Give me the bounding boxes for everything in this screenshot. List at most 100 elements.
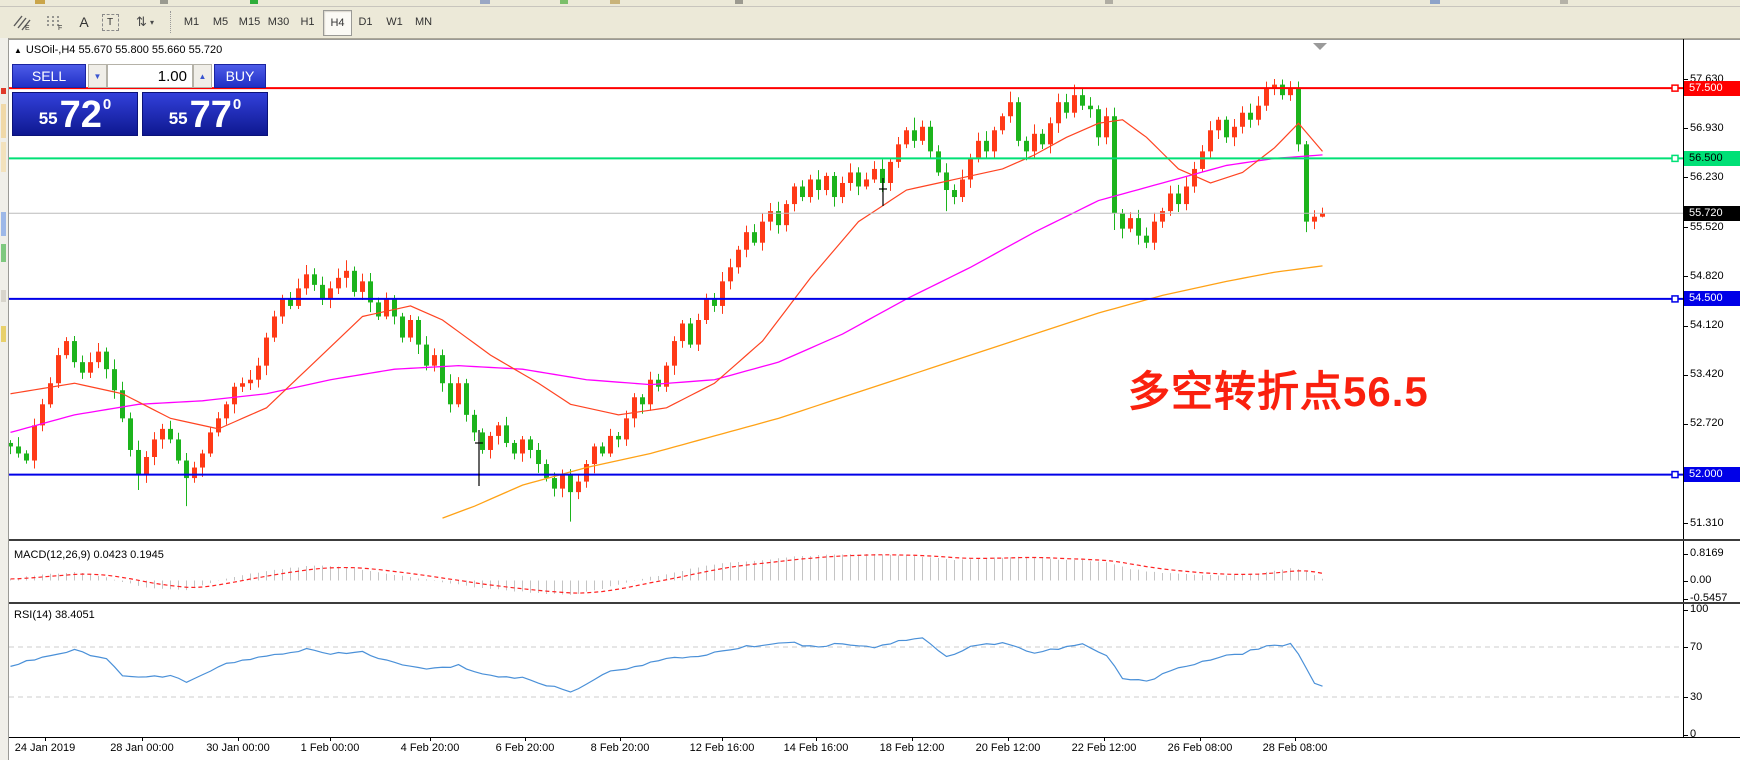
price-tick-label: 54.120: [1690, 319, 1724, 332]
price-tick-label: 51.310: [1690, 516, 1724, 529]
price-tick-mark: [1684, 227, 1688, 229]
timeframe-button-h4[interactable]: H4: [323, 10, 352, 36]
time-axis: [9, 737, 1740, 760]
rsi-tick-mark: [1684, 647, 1688, 648]
svg-text:E: E: [25, 25, 30, 31]
timeframe-button-m30[interactable]: M30: [267, 16, 290, 28]
price-axis-separator: [1683, 39, 1684, 737]
time-tick-mark: [142, 737, 143, 741]
timeframe-button-d1[interactable]: D1: [358, 16, 373, 28]
expert-hatch-icon[interactable]: E: [10, 10, 34, 34]
chart-text-annotation[interactable]: 多空转折点56.5: [1128, 368, 1429, 415]
letter-a-icon[interactable]: A: [79, 14, 89, 30]
rsi-tick-label: 30: [1690, 690, 1703, 703]
text-frame-icon[interactable]: T: [98, 10, 122, 34]
price-tick-mark: [1684, 374, 1688, 376]
price-tick-label: 54.820: [1690, 269, 1724, 282]
rsi-tick-mark: [1684, 697, 1688, 698]
sell-price-sup: 0: [102, 96, 112, 113]
time-axis-label: 28 Jan 00:00: [110, 742, 174, 754]
price-tick-mark: [1684, 276, 1688, 278]
clipped-main-toolbar: [0, 0, 1740, 7]
time-axis-label: 18 Feb 12:00: [879, 742, 945, 754]
price-tick-mark: [1684, 79, 1688, 80]
price-tick-mark: [1684, 325, 1688, 327]
macd-indicator-label: MACD(12,26,9) 0.0423 0.1945: [14, 549, 164, 561]
time-axis-label: 8 Feb 20:00: [590, 742, 650, 754]
timeframe-button-h1[interactable]: H1: [300, 16, 315, 28]
buy-price-prefix: 55: [168, 109, 188, 128]
time-tick-mark: [1295, 737, 1296, 741]
time-axis-label: 26 Feb 08:00: [1167, 742, 1233, 754]
toolbar-separator: [170, 11, 174, 33]
symbol-ohlc-text: USOil-,H4 55.670 55.800 55.660 55.720: [25, 44, 223, 56]
macd-tick-mark: [1684, 553, 1688, 555]
sell-button[interactable]: SELL: [12, 64, 86, 88]
buy-price-big: 77: [189, 94, 232, 136]
chart-window[interactable]: [9, 39, 1740, 738]
sell-price-prefix: 55: [38, 109, 58, 128]
price-tick-label: 56.230: [1690, 170, 1724, 183]
time-axis-label: 6 Feb 20:00: [495, 742, 555, 754]
timeframe-button-w1[interactable]: W1: [386, 16, 403, 28]
time-tick-mark: [45, 737, 46, 741]
time-tick-mark: [525, 737, 526, 741]
macd-tick-label: 0.8169: [1690, 547, 1724, 560]
buy-price-button[interactable]: 55 77 0: [142, 92, 268, 136]
time-axis-label: 14 Feb 16:00: [783, 742, 849, 754]
time-tick-mark: [722, 737, 723, 741]
price-tick-label: 52.720: [1690, 417, 1724, 430]
symbol-arrow-icon: ▲: [14, 46, 22, 55]
grid-f-icon[interactable]: F: [42, 10, 66, 34]
time-axis-label: 20 Feb 12:00: [975, 742, 1041, 754]
macd-tick-mark: [1684, 598, 1688, 600]
macd-tick-label: -0.5457: [1690, 592, 1728, 604]
rsi-tick-mark: [1684, 734, 1688, 736]
timeframe-button-m1[interactable]: M1: [183, 16, 200, 28]
timeframe-button-mn[interactable]: MN: [414, 16, 433, 28]
price-tick-label: 53.420: [1690, 368, 1724, 381]
price-tick-label: 55.520: [1690, 220, 1724, 233]
volume-input[interactable]: [107, 64, 193, 88]
time-axis-label: 4 Feb 20:00: [400, 742, 460, 754]
time-tick-mark: [1008, 737, 1009, 741]
price-tick-mark: [1684, 128, 1688, 130]
time-axis-label: 22 Feb 12:00: [1071, 742, 1137, 754]
macd-tick-label: 0.00: [1690, 574, 1712, 586]
time-axis-label: 1 Feb 00:00: [300, 742, 360, 754]
macd-tick-mark: [1684, 580, 1688, 582]
time-tick-mark: [620, 737, 621, 741]
sell-price-big: 72: [59, 94, 102, 136]
time-axis-label: 24 Jan 2019: [14, 742, 76, 754]
price-level-badge: 54.500: [1684, 291, 1740, 307]
sell-price-button[interactable]: 55 72 0: [12, 92, 138, 136]
symbol-ohlc-line: ▲ USOil-,H4 55.670 55.800 55.660 55.720: [14, 44, 222, 56]
docked-panel-edge: [0, 38, 9, 760]
time-tick-mark: [1104, 737, 1105, 741]
price-level-badge: 55.720: [1684, 205, 1740, 221]
rsi-tick-label: 70: [1690, 640, 1703, 653]
price-level-badge: 56.500: [1684, 150, 1740, 166]
rsi-indicator-label: RSI(14) 38.4051: [14, 609, 95, 621]
rsi-tick-label: 100: [1690, 603, 1709, 615]
volume-increase-button[interactable]: ▲: [193, 64, 212, 88]
price-tick-mark: [1684, 177, 1688, 179]
rsi-tick-label: 0: [1690, 728, 1697, 740]
timeframe-button-m15[interactable]: M15: [238, 16, 261, 28]
time-tick-mark: [430, 737, 431, 741]
time-tick-mark: [238, 737, 239, 741]
buy-price-sup: 0: [232, 96, 242, 113]
volume-decrease-button[interactable]: ▼: [88, 64, 107, 88]
buy-button[interactable]: BUY: [214, 64, 266, 88]
macd-pane-divider[interactable]: [9, 539, 1740, 541]
price-level-badge: 52.000: [1684, 467, 1740, 483]
diagonal-arrows-icon[interactable]: ⇅ ▾: [136, 14, 154, 29]
price-tick-label: 56.930: [1690, 121, 1724, 134]
timeframe-button-m5[interactable]: M5: [212, 16, 229, 28]
svg-text:F: F: [58, 25, 62, 31]
price-level-badge: 57.500: [1684, 80, 1740, 96]
rsi-pane-divider[interactable]: [9, 602, 1740, 604]
rsi-tick-mark: [1684, 609, 1688, 611]
time-axis-label: 30 Jan 00:00: [206, 742, 270, 754]
